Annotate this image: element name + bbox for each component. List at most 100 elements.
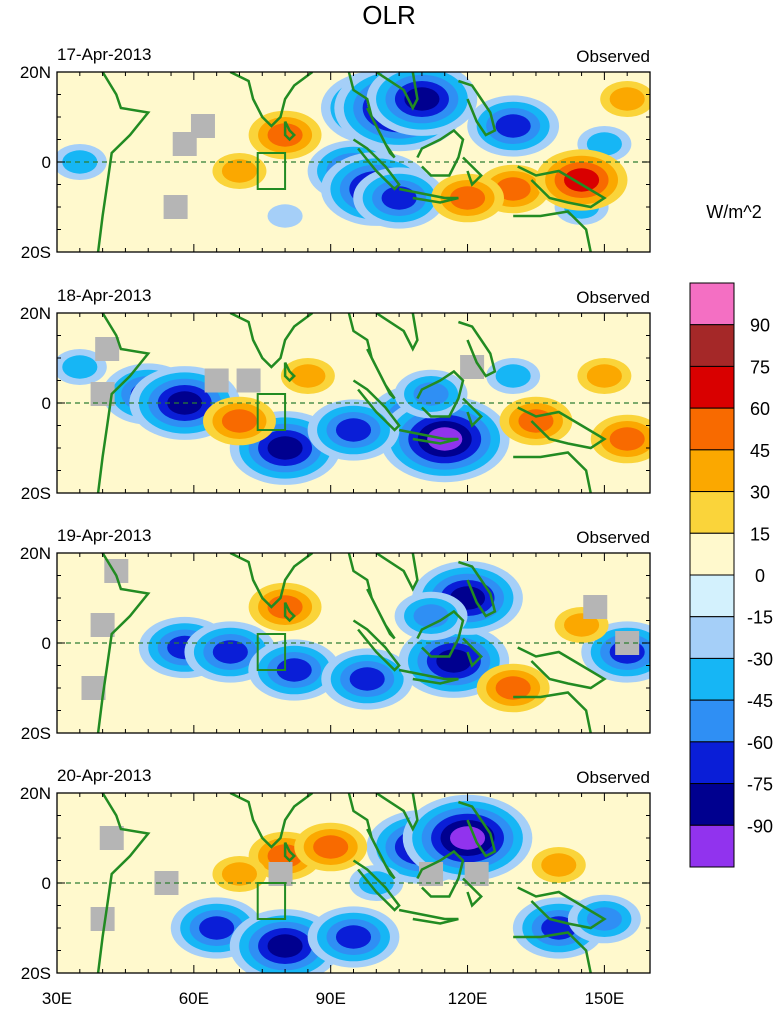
coastline [352,138,401,191]
missing-data-cell [163,195,188,219]
coastline [96,553,151,733]
colorbar-label: -30 [747,649,773,669]
coastline [229,72,314,128]
y-tick-label: 20S [21,724,51,743]
colorbar-swatch [689,491,735,534]
coastline [229,313,314,369]
colorbar-swatch [689,616,735,659]
colorbar-label: 45 [750,441,770,461]
x-tick-label: 120E [448,989,488,1008]
olr-anomaly-mark [199,916,235,940]
colorbar-swatch [689,532,735,576]
colorbar-label: 75 [750,357,770,377]
olr-anomaly-mark [381,186,417,210]
missing-data-cell [236,368,261,393]
colorbar-label: -15 [747,608,773,628]
coastline [462,156,483,187]
olr-anomaly-mark [267,204,303,228]
olr-anomaly-mark [586,132,622,156]
missing-data-cell [583,595,608,619]
coastline [458,560,497,618]
panel-date: 18-Apr-2013 [57,286,152,305]
colorbar-swatch [689,282,735,326]
olr-anomaly-mark [564,613,600,637]
olr-anomaly-mark [221,409,258,433]
coastline [458,79,497,137]
coastline [458,320,497,378]
coastline [517,406,607,450]
region-box [256,633,287,671]
missing-data-cell [464,862,489,886]
colorbar-swatch [689,574,735,618]
coastline [229,793,314,849]
olr-anomaly-mark [449,186,486,210]
panel-observed-label: Observed [576,528,650,547]
colorbar-label: -75 [747,775,773,795]
colorbar-swatch [689,824,735,868]
colorbar: 90 75 60 45 30 15 0 -15 -30 -45 -60 -75 -90 [689,282,773,868]
missing-data-cell [95,337,120,361]
colorbar-units: W/m^2 [706,202,761,222]
colorbar-label: 60 [750,399,770,419]
x-tick-label: 60E [179,989,209,1008]
olr-anomaly-mark [495,114,531,138]
y-tick-label: 20N [20,544,51,563]
panel-date: 20-Apr-2013 [57,766,152,785]
y-tick-label: 0 [42,634,51,653]
panel-date: 17-Apr-2013 [57,45,152,64]
coastline [375,72,419,111]
olr-anomaly-mark [221,862,258,886]
coastline [398,668,459,685]
colorbar-label: 90 [750,316,770,336]
colorbar-label: -60 [747,733,773,753]
chart-title: OLR [362,0,415,30]
missing-data-cell [99,826,124,850]
olr-anomaly-mark [62,355,98,379]
olr-anomaly-mark [436,649,472,673]
y-tick-label: 20N [20,784,51,803]
coastline [283,601,296,623]
olr-anomaly-mark [609,427,645,451]
y-tick-label: 20S [21,484,51,503]
olr-anomaly-mark [290,364,326,388]
coastline [375,553,419,592]
coastline [513,931,592,973]
x-tick-label: 90E [316,989,346,1008]
coastline [96,793,151,973]
olr-anomaly-mark [335,418,372,442]
olr-anomaly-mark [267,934,303,958]
colorbar-swatch [689,449,735,493]
region-box [256,393,287,431]
coastline [416,609,465,658]
coastline [229,553,314,609]
coastline [462,637,483,668]
y-tick-label: 20S [21,964,51,983]
coastline [352,859,401,912]
colorbar-swatch [689,324,735,367]
missing-data-cell [90,613,115,637]
coastline [352,379,401,432]
coastline [398,908,459,925]
colorbar-label: 30 [750,483,770,503]
olr-anomaly-mark [313,835,349,859]
panel-1: 20N 0 20S 17-Apr-2013 Observed [20,45,651,262]
y-tick-label: 0 [42,153,51,172]
colorbar-label: 15 [750,524,770,544]
colorbar-swatch [689,365,735,409]
panel-3: 20N 0 20S 19-Apr-2013 Observed [20,526,651,743]
coastline [517,646,607,690]
olr-anomaly-mark [495,364,531,388]
coastline [283,361,296,383]
coastline [347,72,396,159]
coastline [398,428,459,445]
coastline [283,841,296,863]
coastline [517,165,607,209]
region-box [256,882,287,920]
colorbar-label: -90 [747,816,773,836]
coastline [352,619,401,672]
coastline [458,800,497,858]
olr-anomaly-mark [335,925,372,949]
coastline [375,793,419,832]
olr-anomaly-mark [495,676,531,700]
